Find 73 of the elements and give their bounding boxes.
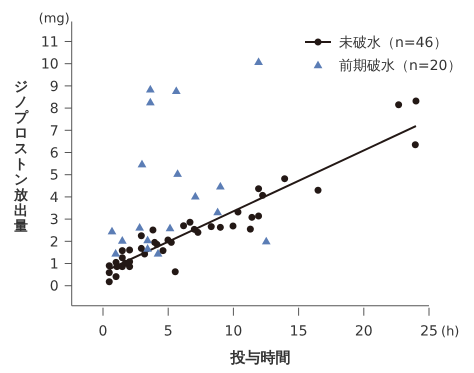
point: [106, 278, 113, 286]
point: [166, 224, 174, 232]
point: [168, 238, 175, 246]
y-tick-label: 2: [50, 234, 59, 250]
point: [194, 228, 202, 236]
point: [106, 269, 113, 276]
point: [186, 218, 194, 226]
point: [412, 97, 420, 104]
point: [149, 226, 156, 234]
point: [412, 141, 419, 148]
point: [255, 212, 262, 220]
point: [180, 222, 188, 230]
point: [141, 250, 148, 258]
point: [138, 244, 145, 252]
point: [262, 236, 271, 244]
point: [172, 86, 181, 94]
point: [254, 57, 263, 65]
point: [159, 247, 166, 254]
point: [230, 222, 237, 230]
y-tick-label: 11: [40, 34, 59, 50]
y-tick-label: 4: [50, 190, 59, 206]
point: [135, 222, 144, 231]
point: [112, 273, 120, 280]
point: [246, 226, 254, 233]
point: [146, 98, 155, 106]
point: [281, 175, 288, 182]
point: [126, 246, 134, 254]
y-tick-label: 9: [50, 78, 59, 95]
y-tick-label: 8: [50, 101, 59, 118]
legend-label: 未破水（n=46）: [339, 35, 448, 51]
text: (mg): [38, 12, 70, 26]
y-tick-label: 1: [50, 256, 59, 273]
point: [216, 224, 224, 231]
x-tick-label: 20: [354, 324, 373, 340]
point: [154, 248, 162, 257]
y-tick-label: 3: [50, 212, 59, 228]
x-tick-label: 5: [164, 324, 173, 340]
point: [248, 214, 256, 221]
point: [106, 262, 113, 270]
y-tick-label: 10: [40, 56, 59, 73]
point: [118, 247, 126, 254]
point: [138, 232, 145, 240]
point: [143, 244, 152, 252]
point: [259, 192, 266, 199]
x-axis-title: 投与時間: [229, 348, 290, 367]
point: [190, 192, 200, 200]
point: [173, 169, 182, 177]
point: [216, 182, 225, 190]
point: [118, 236, 127, 244]
y-tick-label: 5: [50, 168, 59, 184]
point: [172, 268, 179, 276]
point: [143, 236, 152, 244]
x-tick-label: 0: [98, 324, 108, 340]
point: [314, 186, 322, 194]
point: [118, 254, 126, 262]
point: [138, 160, 146, 168]
legend-label: 前期破水（n=20）: [339, 58, 462, 74]
point: [213, 208, 222, 216]
y-tick-label: 7: [50, 123, 59, 140]
x-tick-label: 15: [290, 324, 308, 340]
text: ジノプロストン放出量: [14, 78, 28, 234]
point: [395, 101, 402, 108]
y-tick-label: 0: [50, 278, 59, 295]
point: [108, 226, 116, 234]
x-tick-label: 10: [224, 324, 242, 340]
x-tick-label: 25: [420, 324, 438, 340]
point: [234, 208, 242, 216]
point: [255, 185, 262, 192]
y-tick-label: 6: [50, 146, 59, 162]
point: [208, 223, 215, 230]
text: (h): [441, 324, 460, 340]
point: [146, 84, 155, 92]
point: [111, 248, 120, 257]
